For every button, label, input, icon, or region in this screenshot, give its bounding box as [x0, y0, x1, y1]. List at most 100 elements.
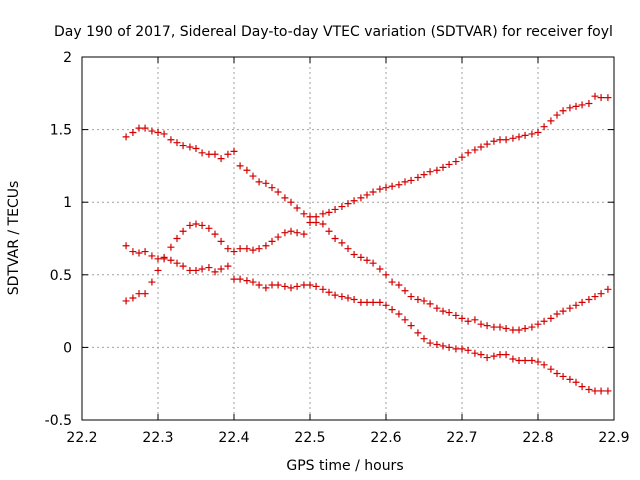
data-point — [192, 144, 200, 152]
data-point — [363, 191, 371, 199]
data-point — [224, 245, 232, 253]
data-point — [414, 329, 422, 337]
data-point — [382, 184, 390, 192]
data-point — [300, 281, 308, 289]
x-tick-label: 22.7 — [446, 430, 477, 446]
data-point — [357, 253, 365, 261]
data-point — [179, 142, 187, 150]
data-point — [173, 139, 181, 147]
data-point — [591, 387, 599, 395]
data-point — [395, 310, 403, 318]
data-point — [477, 143, 485, 151]
data-point — [566, 375, 574, 383]
data-point — [585, 295, 593, 303]
data-point — [211, 268, 219, 276]
data-point — [319, 285, 327, 293]
data-point — [205, 264, 213, 272]
data-point — [135, 124, 143, 132]
data-point — [420, 335, 428, 343]
data-point — [129, 294, 137, 302]
data-point — [452, 345, 460, 353]
data-point — [464, 149, 472, 157]
data-point — [528, 323, 536, 331]
data-point — [325, 227, 333, 235]
data-point — [141, 248, 149, 256]
data-point — [243, 166, 251, 174]
data-point — [186, 143, 194, 151]
data-point — [553, 111, 561, 119]
data-point — [141, 124, 149, 132]
data-point — [496, 136, 504, 144]
data-point — [540, 317, 548, 325]
data-point — [540, 123, 548, 131]
data-point — [148, 127, 156, 135]
data-point — [293, 282, 301, 290]
x-tick-label: 22.4 — [218, 430, 249, 446]
data-point — [338, 293, 346, 301]
data-point — [224, 262, 232, 270]
data-point — [439, 163, 447, 171]
data-point — [597, 387, 605, 395]
data-point — [262, 284, 270, 292]
data-point — [426, 339, 434, 347]
data-point — [293, 229, 301, 237]
data-point — [306, 219, 314, 227]
x-tick-label: 22.3 — [142, 430, 173, 446]
data-point — [173, 259, 181, 267]
data-point — [268, 281, 276, 289]
data-point — [414, 295, 422, 303]
data-point — [490, 352, 498, 360]
data-point — [312, 213, 320, 221]
data-point — [331, 205, 339, 213]
data-point — [420, 297, 428, 305]
data-point — [515, 326, 523, 334]
data-point — [547, 314, 555, 322]
data-point — [534, 358, 542, 366]
data-point — [281, 282, 289, 290]
data-point — [401, 287, 409, 295]
data-point — [445, 343, 453, 351]
data-point — [129, 248, 137, 256]
data-point — [426, 300, 434, 308]
data-point — [604, 285, 612, 293]
data-point — [198, 221, 206, 229]
data-point — [388, 182, 396, 190]
data-point — [483, 354, 491, 362]
data-point — [477, 320, 485, 328]
data-point — [344, 200, 352, 208]
data-point — [325, 208, 333, 216]
data-point — [167, 256, 175, 264]
data-point — [249, 278, 257, 286]
y-tick-label: 2 — [63, 50, 72, 66]
data-point — [236, 275, 244, 283]
data-point — [553, 310, 561, 318]
data-point — [173, 235, 181, 242]
data-point — [490, 323, 498, 331]
series-3 — [122, 92, 612, 305]
data-point — [395, 181, 403, 189]
data-point — [547, 365, 555, 373]
data-point — [230, 147, 238, 155]
data-point — [376, 265, 384, 273]
data-point — [509, 355, 517, 363]
data-point — [471, 349, 479, 357]
data-point — [395, 281, 403, 289]
data-point — [205, 224, 213, 232]
data-point — [502, 325, 510, 333]
data-point — [274, 233, 282, 241]
data-point — [458, 153, 466, 161]
data-point — [420, 171, 428, 179]
data-point — [141, 290, 149, 298]
data-point — [255, 245, 263, 253]
data-point — [528, 356, 536, 364]
data-point — [591, 92, 599, 100]
data-point — [439, 307, 447, 315]
data-point — [376, 298, 384, 306]
data-point — [319, 210, 327, 218]
data-point — [129, 129, 137, 137]
data-point — [338, 239, 346, 247]
data-point — [401, 178, 409, 186]
data-point — [388, 278, 396, 286]
data-point — [300, 230, 308, 238]
